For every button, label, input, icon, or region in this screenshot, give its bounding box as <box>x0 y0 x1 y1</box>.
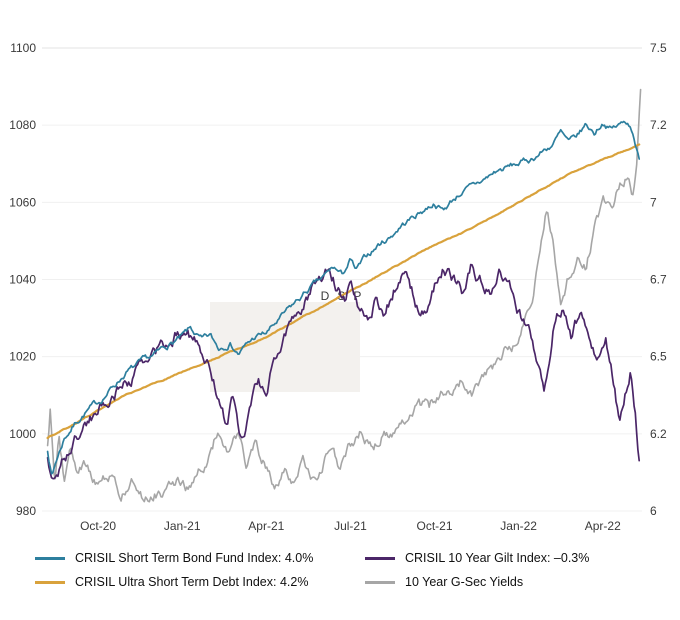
right-axis-tick-label: 7 <box>650 195 657 209</box>
legend-label-gsec-yields: 10 Year G-Sec Yields <box>405 575 524 589</box>
legend-swatch-gsec-yields <box>365 580 395 584</box>
right-axis-tick-label: 6 <box>650 504 657 518</box>
left-axis-tick-label: 1040 <box>9 273 36 287</box>
x-axis-tick-label: Oct-21 <box>417 519 453 533</box>
chart-legend: CRISIL Short Term Bond Fund Index: 4.0% … <box>35 551 589 589</box>
x-axis-tick-label: Jan-21 <box>164 519 201 533</box>
legend-label-10-year-gilt: CRISIL 10 Year Gilt Index: –0.3% <box>405 551 590 565</box>
legend-swatch-short-term-bond-fund <box>35 556 65 560</box>
right-axis-tick-label: 7.2 <box>650 118 667 132</box>
legend-item-gsec-yields: 10 Year G-Sec Yields <box>365 575 589 589</box>
left-axis-tick-label: 1020 <box>9 350 36 364</box>
line-chart: DSP1100108010601040102010009807.57.276.7… <box>9 41 667 533</box>
x-axis-tick-label: Apr-21 <box>248 519 284 533</box>
left-axis-tick-label: 1060 <box>9 195 36 209</box>
x-axis-tick-label: Apr-22 <box>585 519 621 533</box>
left-axis-tick-label: 1100 <box>10 41 36 55</box>
legend-swatch-ultra-short-term-debt <box>35 580 65 584</box>
right-axis-tick-label: 6.2 <box>650 427 667 441</box>
legend-item-short-term-bond-fund: CRISIL Short Term Bond Fund Index: 4.0% <box>35 551 365 565</box>
right-axis-tick-label: 6.5 <box>650 350 667 364</box>
legend-swatch-10-year-gilt <box>365 556 395 560</box>
x-axis-tick-label: Oct-20 <box>80 519 116 533</box>
x-axis-tick-label: Jul-21 <box>334 519 367 533</box>
series-line-3 <box>46 88 642 503</box>
series-line-0 <box>46 120 641 475</box>
series-line-1 <box>46 263 641 480</box>
watermark-block <box>210 302 360 392</box>
x-axis-tick-label: Jan-22 <box>500 519 537 533</box>
series-line-2 <box>46 143 641 440</box>
left-axis-tick-label: 1080 <box>9 118 36 132</box>
legend-label-ultra-short-term-debt: CRISIL Ultra Short Term Debt Index: 4.2% <box>75 575 309 589</box>
right-axis-tick-label: 6.7 <box>650 273 667 287</box>
legend-item-10-year-gilt: CRISIL 10 Year Gilt Index: –0.3% <box>365 551 589 565</box>
left-axis-tick-label: 980 <box>16 504 36 518</box>
right-axis-tick-label: 7.5 <box>650 41 667 55</box>
left-axis-tick-label: 1000 <box>9 427 36 441</box>
legend-item-ultra-short-term-debt: CRISIL Ultra Short Term Debt Index: 4.2% <box>35 575 365 589</box>
legend-label-short-term-bond-fund: CRISIL Short Term Bond Fund Index: 4.0% <box>75 551 314 565</box>
